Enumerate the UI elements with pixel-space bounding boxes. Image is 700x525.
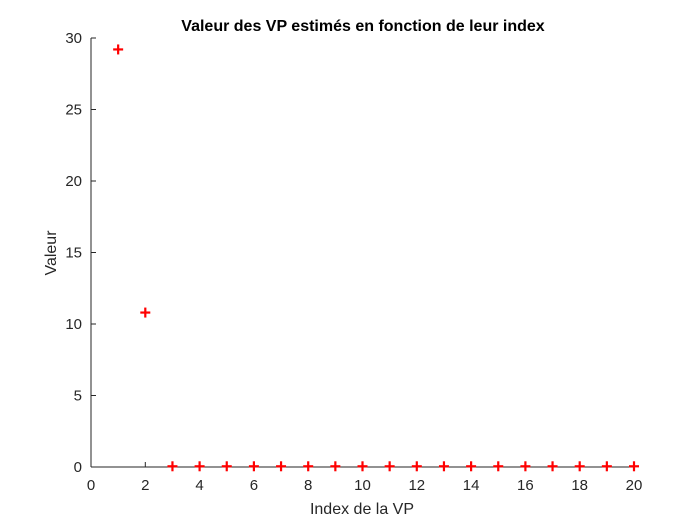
data-point: [303, 461, 314, 472]
y-tick-label: 25: [65, 102, 82, 119]
x-tick-label: 14: [463, 477, 480, 494]
x-tick-label: 10: [354, 477, 371, 494]
data-point: [140, 307, 151, 318]
data-point: [547, 461, 558, 472]
data-point: [466, 461, 477, 472]
x-tick-label: 18: [571, 477, 588, 494]
data-point: [167, 461, 178, 472]
data-point: [629, 461, 639, 472]
data-point: [330, 461, 341, 472]
y-axis-label: Valeur: [43, 230, 60, 276]
data-point: [493, 461, 504, 472]
x-tick-label: 0: [87, 477, 95, 494]
data-point: [384, 461, 395, 472]
x-tick-label: 8: [304, 477, 312, 494]
data-point: [221, 461, 232, 472]
data-point: [276, 461, 287, 472]
data-point: [438, 461, 449, 472]
x-tick-label: 2: [141, 477, 149, 494]
y-tick-label: 15: [65, 245, 82, 262]
data-point: [248, 461, 259, 472]
data-point: [357, 461, 368, 472]
data-point: [113, 44, 124, 55]
data-point: [574, 461, 585, 472]
x-axis-label: Index de la VP: [310, 501, 414, 518]
y-tick-label: 5: [74, 388, 82, 405]
x-tick-label: 12: [408, 477, 425, 494]
chart-title: Valeur des VP estimés en fonction de leu…: [181, 18, 544, 35]
x-tick-label: 20: [626, 477, 643, 494]
data-point: [411, 461, 422, 472]
data-point: [194, 461, 205, 472]
y-tick-label: 10: [65, 316, 82, 333]
x-tick-label: 4: [195, 477, 203, 494]
y-tick-label: 30: [65, 30, 82, 47]
x-tick-label: 6: [250, 477, 258, 494]
y-axis-ticks: 0 5 10 15 20 25 30: [65, 30, 96, 476]
data-markers: [113, 44, 639, 472]
x-tick-label: 16: [517, 477, 534, 494]
data-point: [520, 461, 531, 472]
y-tick-label: 20: [65, 173, 82, 190]
y-tick-label: 0: [74, 459, 82, 476]
data-point: [601, 461, 612, 472]
